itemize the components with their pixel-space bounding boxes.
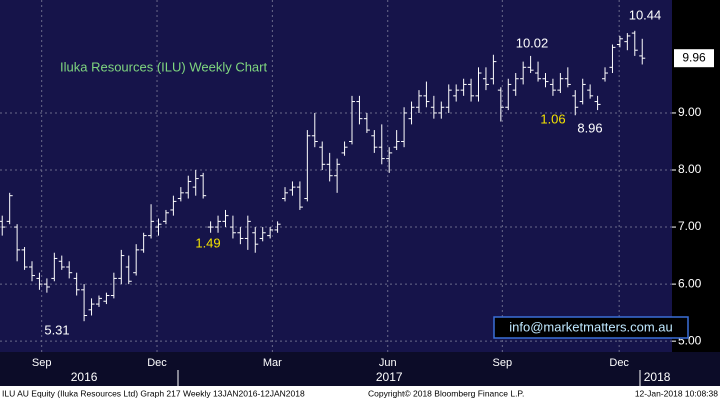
x-tick-label: Dec xyxy=(147,357,167,369)
x-tick-label: Mar xyxy=(263,357,282,369)
annotation: 10.02 xyxy=(516,35,549,50)
footer-strip xyxy=(0,386,720,402)
year-label: 2017 xyxy=(376,370,403,384)
year-label: 2016 xyxy=(71,370,98,384)
annotation: 5.31 xyxy=(44,322,69,337)
y-tick-label: 7.00 xyxy=(678,219,702,233)
footer-right: 12-Jan-2018 10:08:38 xyxy=(635,388,718,398)
y-tick-label: 8.00 xyxy=(678,162,702,176)
grid xyxy=(0,0,672,352)
y-tick-label: 9.00 xyxy=(678,105,702,119)
last-price-box xyxy=(674,49,714,68)
y-tick-label: 6.00 xyxy=(678,276,702,290)
x-tick-label: Jun xyxy=(379,357,397,369)
year-label: 2018 xyxy=(644,370,671,384)
footer-center: Copyright© 2018 Bloomberg Finance L.P. xyxy=(368,388,524,398)
annotation: 8.96 xyxy=(577,120,602,135)
annotation: 10.44 xyxy=(629,7,662,22)
website-box xyxy=(493,316,689,339)
x-tick-label: Sep xyxy=(32,357,52,369)
footer-left: ILU AU Equity (Iluka Resources Ltd) Grap… xyxy=(2,388,305,398)
bars xyxy=(0,30,646,322)
x-tick-label: Dec xyxy=(609,357,629,369)
annotation: 1.49 xyxy=(195,235,220,250)
x-axis-strip xyxy=(0,352,720,386)
website: info@marketmatters.com.au xyxy=(509,319,672,334)
last-price: 9.96 xyxy=(682,50,706,64)
x-tick-label: Sep xyxy=(493,357,513,369)
annotation: 1.06 xyxy=(540,111,565,126)
chart-title: Iluka Resources (ILU) Weekly Chart xyxy=(60,59,267,74)
